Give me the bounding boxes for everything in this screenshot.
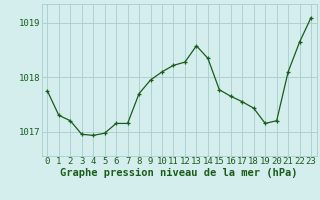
X-axis label: Graphe pression niveau de la mer (hPa): Graphe pression niveau de la mer (hPa): [60, 168, 298, 178]
